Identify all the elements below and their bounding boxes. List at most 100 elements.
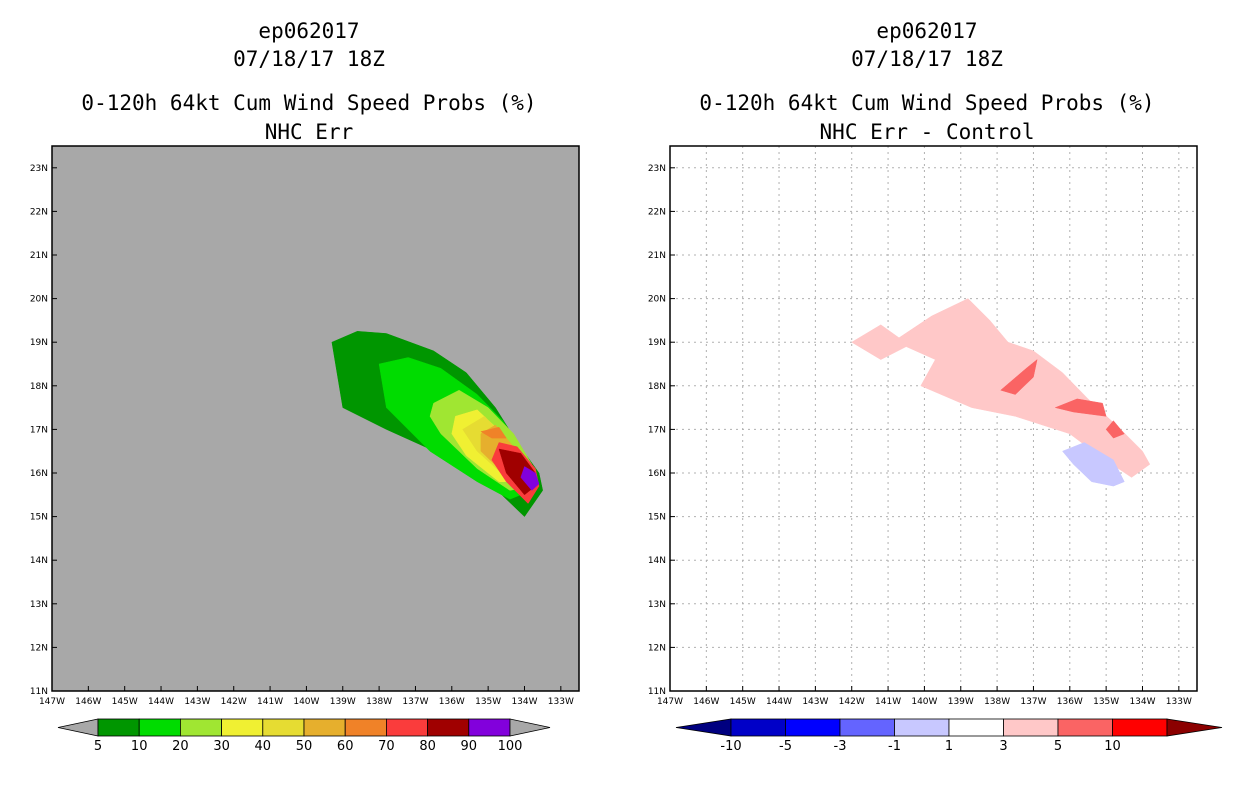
plot-background [670,146,1197,691]
colorbar-cell [839,718,895,737]
colorbar: -10 -5 -3 -1 1 3 5 10 [675,718,1223,754]
y-tick-label: 20N [30,295,48,305]
x-tick-label: 135W [475,697,501,707]
x-tick-label: 145W [730,697,756,707]
contour-3 [1000,359,1038,395]
x-tick-label: 141W [875,697,901,707]
colorbar-label: 50 [296,739,313,754]
y-tick-label: 12N [30,643,48,653]
x-tick-label: 134W [511,697,537,707]
colorbar-label: 70 [378,739,395,754]
colorbar-label: 10 [131,739,148,754]
x-tick-label: 133W [1166,697,1192,707]
colorbar-under-arrow [57,718,99,737]
colorbar-label: -1 [888,739,901,754]
chart-panel-left: 147W 146W 145W 144W 143W 142W 141W 140W 139W 138W… [30,145,580,754]
x-tick-label: 137W [1020,697,1046,707]
x-tick-label: 147W [39,697,65,707]
right-storm-id: ep062017 [876,19,978,43]
x-tick-label: 140W [911,697,937,707]
colorbar-cell [97,718,140,737]
colorbar-label: 40 [255,739,272,754]
colorbar-label: -10 [720,739,741,754]
contour-3 [1105,420,1125,439]
y-tick-label: 19N [30,338,48,348]
colorbar-cell [344,718,387,737]
x-tick-label: 137W [402,697,428,707]
x-tick-label: 142W [839,697,865,707]
colorbar-cell [785,718,841,737]
colorbar-cell [427,718,470,737]
colorbar-label: -3 [834,739,847,754]
colorbar-label: 5 [94,739,102,754]
colorbar-cell [221,718,264,737]
y-tick-label: 16N [30,469,48,479]
y-tick-label: 12N [648,643,666,653]
colorbar-label: 30 [213,739,230,754]
x-tick-label: 133W [548,697,574,707]
y-tick-label: 11N [30,687,48,697]
x-tick-label: 135W [1093,697,1119,707]
colorbar-cell [948,718,1004,737]
colorbar-over-arrow [509,718,551,737]
left-chart-title: 0-120h 64kt Cum Wind Speed Probs (%) [81,91,537,115]
contour-3 [1055,398,1107,417]
y-tick-label: 16N [648,469,666,479]
colorbar-label: 80 [419,739,436,754]
plot-frame [669,145,1198,692]
right-chart-title: 0-120h 64kt Cum Wind Speed Probs (%) [699,91,1155,115]
x-tick-label: 144W [148,697,174,707]
contour-60 [480,426,507,439]
y-tick-label: 23N [30,164,48,174]
colorbar-cell [894,718,950,737]
colorbar-cell [179,718,222,737]
y-tick-label: 15N [648,513,666,523]
left-chart-subtitle: NHC Err [264,120,354,144]
y-tick-label: 11N [648,687,666,697]
contour-90 [520,466,540,491]
colorbar-cell [385,718,428,737]
y-tick-label: 18N [648,382,666,392]
colorbar-label: 10 [1104,739,1121,754]
colorbar-under-arrow [675,718,732,737]
y-tick-label: 18N [30,382,48,392]
y-tick-label: 17N [30,425,48,435]
y-tick-label: 14N [30,556,48,566]
colorbar-cell [1057,718,1113,737]
right-chart-subtitle: NHC Err - Control [819,120,1035,144]
colorbar-label: 90 [461,739,478,754]
y-tick-label: 22N [648,207,666,217]
y-tick-label: 13N [648,600,666,610]
colorbar-cell [468,718,511,737]
x-tick-label: 139W [330,697,356,707]
colorbar-label: 1 [945,739,953,754]
x-tick-label: 134W [1129,697,1155,707]
colorbar-label: 3 [999,739,1007,754]
colorbar-cell [1112,718,1168,737]
y-tick-label: 23N [648,164,666,174]
x-tick-label: 138W [984,697,1010,707]
y-tick-label: 21N [30,251,48,261]
x-tick-label: 140W [293,697,319,707]
colorbar-label: 20 [172,739,189,754]
x-tick-label: 145W [112,697,138,707]
x-tick-label: 146W [75,697,101,707]
colorbar-cell [138,718,181,737]
colorbar-label: -5 [779,739,792,754]
colorbar-label: 5 [1054,739,1062,754]
y-tick-label: 17N [648,425,666,435]
plot-frame [51,145,580,692]
x-tick-label: 144W [766,697,792,707]
right-datetime: 07/18/17 18Z [851,47,1003,71]
colorbar-cell [730,718,786,737]
left-datetime: 07/18/17 18Z [233,47,385,71]
y-tick-label: 13N [30,600,48,610]
colorbar-over-arrow [1166,718,1223,737]
colorbar-label: 60 [337,739,354,754]
x-tick-label: 136W [439,697,465,707]
x-tick-label: 142W [221,697,247,707]
x-tick-label: 147W [657,697,683,707]
y-tick-label: 15N [30,513,48,523]
x-tick-label: 143W [802,697,828,707]
